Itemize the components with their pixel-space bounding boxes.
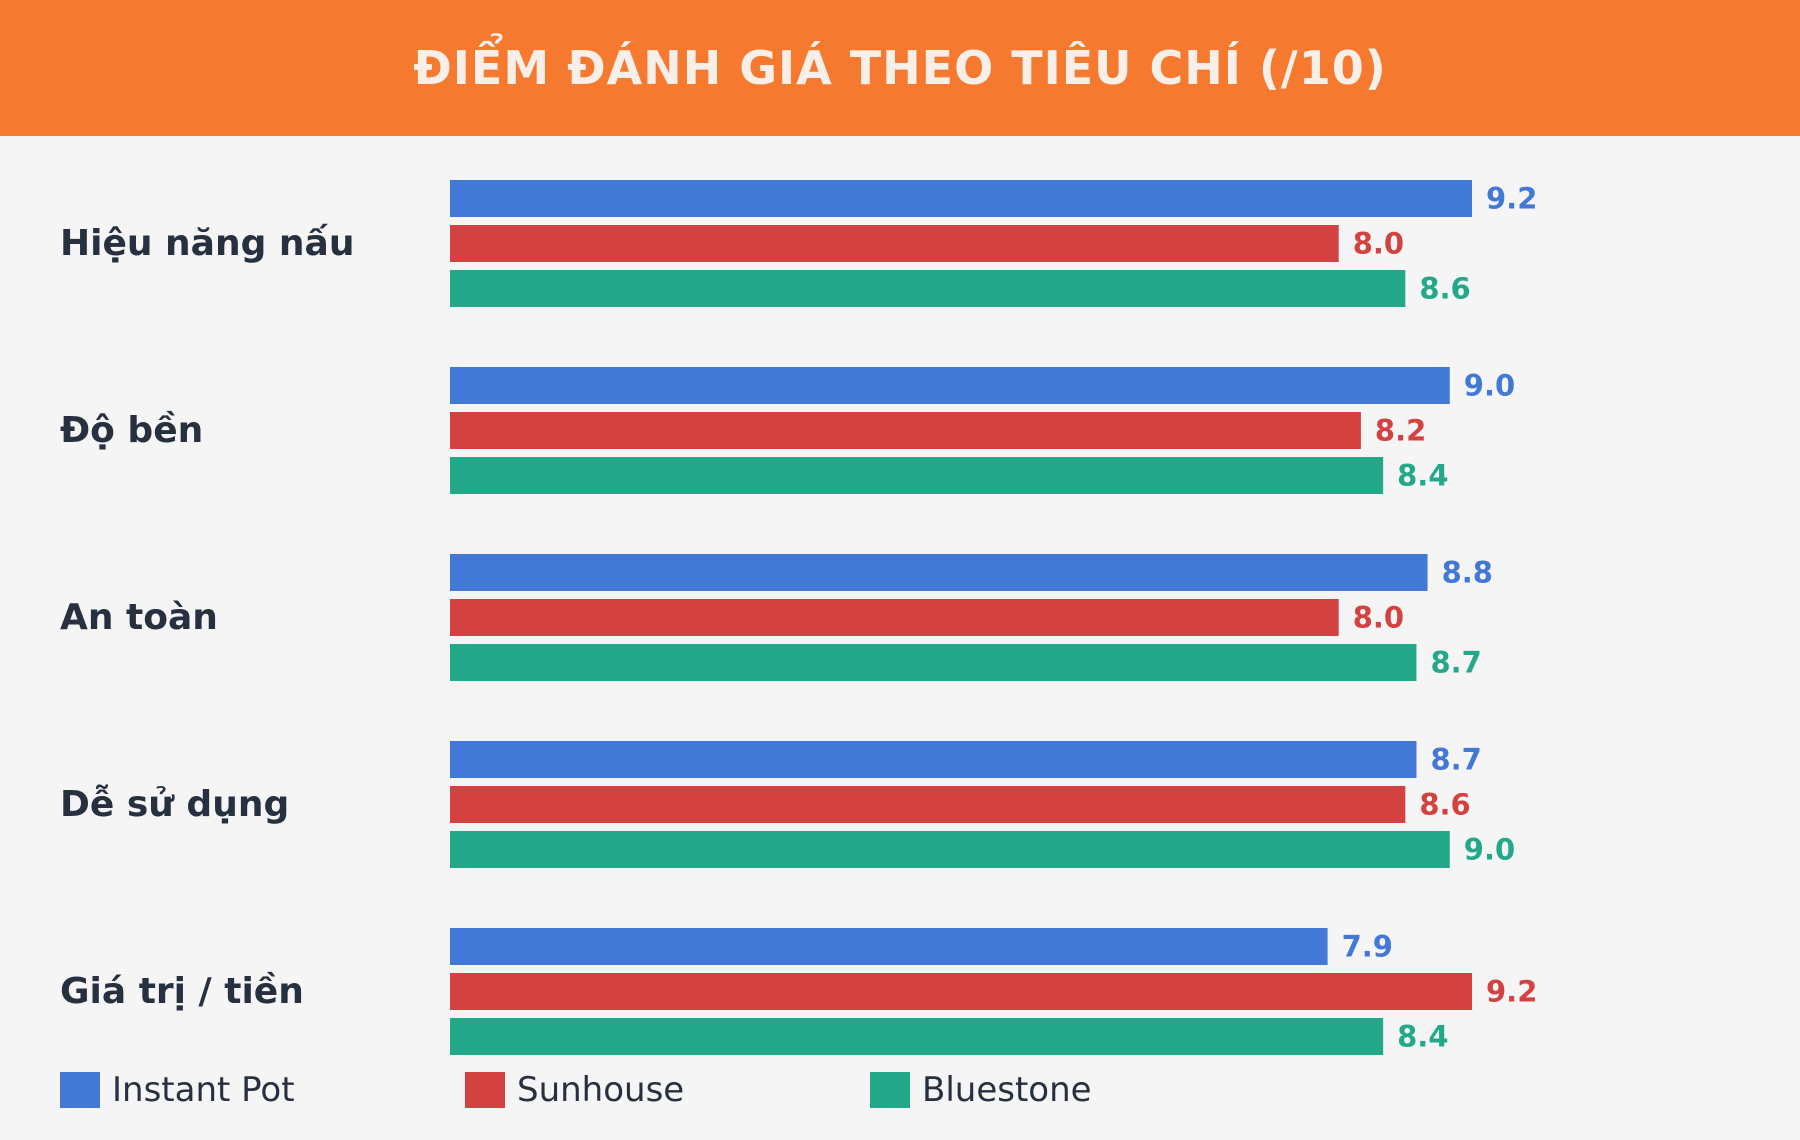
bar-sunhouse-gia-tri-tien — [450, 973, 1472, 1010]
bar-instant-pot-an-toan — [450, 554, 1428, 591]
value-label-sunhouse-do-ben: 8.2 — [1375, 414, 1426, 448]
bar-sunhouse-do-ben — [450, 412, 1361, 449]
value-label-bluestone-gia-tri-tien: 8.4 — [1397, 1020, 1448, 1054]
category-label-hieu-nang-nau: Hiệu năng nấu — [60, 223, 354, 264]
legend-label-bluestone: Bluestone — [922, 1070, 1092, 1110]
bar-instant-pot-hieu-nang-nau — [450, 180, 1472, 217]
legend-label-sunhouse: Sunhouse — [517, 1070, 684, 1110]
legend-swatch-instant-pot — [60, 1072, 100, 1108]
value-label-bluestone-do-ben: 8.4 — [1397, 459, 1448, 493]
bar-bluestone-gia-tri-tien — [450, 1018, 1384, 1055]
legend-swatch-sunhouse — [465, 1072, 505, 1108]
bar-bluestone-hieu-nang-nau — [450, 270, 1406, 307]
value-label-bluestone-an-toan: 8.7 — [1430, 646, 1481, 680]
category-label-gia-tri-tien: Giá trị / tiền — [60, 971, 304, 1012]
value-label-instant-pot-hieu-nang-nau: 9.2 — [1486, 182, 1537, 216]
value-label-instant-pot-do-ben: 9.0 — [1464, 369, 1515, 403]
chart-title: ĐIỂM ĐÁNH GIÁ THEO TIÊU CHÍ (/10) — [413, 41, 1387, 95]
value-label-instant-pot-an-toan: 8.8 — [1442, 556, 1493, 590]
chart-header: ĐIỂM ĐÁNH GIÁ THEO TIÊU CHÍ (/10) — [0, 0, 1800, 136]
value-label-instant-pot-gia-tri-tien: 7.9 — [1342, 930, 1393, 964]
bar-bluestone-an-toan — [450, 644, 1417, 681]
category-label-de-su-dung: Dễ sử dụng — [60, 784, 289, 825]
value-label-bluestone-de-su-dung: 9.0 — [1464, 833, 1515, 867]
bar-bluestone-de-su-dung — [450, 831, 1450, 868]
value-label-sunhouse-hieu-nang-nau: 8.0 — [1353, 227, 1404, 261]
category-label-do-ben: Độ bền — [60, 410, 203, 451]
bar-sunhouse-an-toan — [450, 599, 1339, 636]
value-label-sunhouse-an-toan: 8.0 — [1353, 601, 1404, 635]
legend-label-instant-pot: Instant Pot — [112, 1070, 295, 1110]
value-label-instant-pot-de-su-dung: 8.7 — [1430, 743, 1481, 777]
bar-sunhouse-hieu-nang-nau — [450, 225, 1339, 262]
bar-bluestone-do-ben — [450, 457, 1384, 494]
bar-instant-pot-gia-tri-tien — [450, 928, 1328, 965]
value-label-sunhouse-de-su-dung: 8.6 — [1419, 788, 1470, 822]
bar-instant-pot-de-su-dung — [450, 741, 1417, 778]
category-label-an-toan: An toàn — [60, 597, 218, 638]
legend-swatch-bluestone — [870, 1072, 910, 1108]
bar-sunhouse-de-su-dung — [450, 786, 1406, 823]
value-label-bluestone-hieu-nang-nau: 8.6 — [1419, 272, 1470, 306]
value-label-sunhouse-gia-tri-tien: 9.2 — [1486, 975, 1537, 1009]
bar-instant-pot-do-ben — [450, 367, 1450, 404]
